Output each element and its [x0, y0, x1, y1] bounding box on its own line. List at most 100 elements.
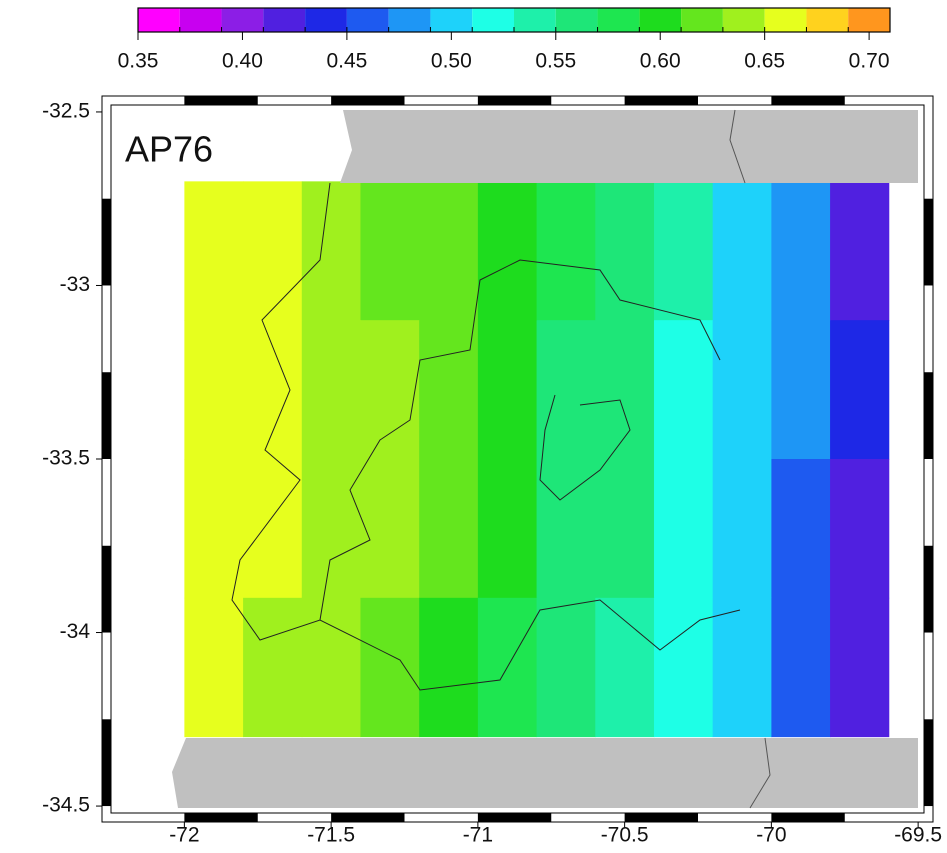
- field-cell: [301, 597, 361, 738]
- border-north: [729, 109, 746, 184]
- field-cell: [830, 459, 890, 599]
- field-cell: [595, 181, 655, 321]
- field-cell: [360, 320, 420, 460]
- colorbar-tick-label: 0.55: [535, 50, 576, 73]
- frame-segment: [477, 813, 552, 822]
- frame-segment: [102, 545, 111, 633]
- colorbar-tick-label: 0.50: [431, 50, 472, 73]
- field-cell: [243, 181, 303, 321]
- colorbar-segment: [597, 8, 640, 32]
- frame-segment: [102, 372, 111, 459]
- border-south: [749, 737, 771, 809]
- field-cell: [477, 181, 538, 321]
- colorbar-segment: [639, 8, 682, 32]
- y-tick-label: -34.5: [42, 794, 90, 817]
- colorbar-border: [137, 7, 891, 33]
- field-cell: [712, 181, 772, 321]
- field-cell: [419, 181, 479, 321]
- colorbar-tick-label: 0.70: [849, 50, 890, 73]
- field-cell: [536, 597, 596, 738]
- colorbar-segment: [681, 8, 723, 32]
- field-cell: [301, 320, 361, 460]
- frame-layer: [101, 95, 934, 823]
- region-boundary: [319, 259, 721, 621]
- field-cell: [360, 181, 420, 321]
- x-tick-label: -69.5: [894, 824, 942, 847]
- city-outline: [539, 394, 631, 501]
- field-cell: [830, 597, 890, 738]
- field-cell: [653, 320, 714, 460]
- colorbar-segment: [848, 8, 890, 32]
- colorbar-tick-label: 0.40: [222, 50, 263, 73]
- field-cell: [771, 320, 831, 460]
- frame-segment: [184, 96, 258, 105]
- frame-segment: [624, 96, 699, 105]
- frame-segment: [924, 198, 933, 286]
- colorbar-tick-label: 0.65: [744, 50, 785, 73]
- field-cell: [536, 181, 596, 321]
- field-cell: [771, 597, 831, 738]
- field-cell: [301, 181, 361, 321]
- colorbar-segment: [555, 8, 598, 32]
- field-cell: [712, 597, 772, 738]
- field-cell: [184, 181, 244, 321]
- field-cell: [595, 597, 655, 738]
- x-tick-label: -70: [756, 824, 786, 847]
- y-tick-label: -33.5: [42, 447, 90, 470]
- field-cell: [653, 181, 714, 321]
- region-boundary: [231, 182, 741, 691]
- land-north: [340, 110, 918, 183]
- frame-segment: [477, 96, 552, 105]
- field-cell: [243, 597, 303, 738]
- field-cell: [360, 459, 420, 599]
- y-tick-label: -34: [60, 620, 91, 643]
- field-cell: [477, 320, 538, 460]
- colorbar-tick-label: 0.35: [118, 50, 159, 73]
- colorbar-tick-label: 0.45: [326, 50, 367, 73]
- field-cell: [653, 597, 714, 738]
- colorbar-segment: [221, 8, 264, 32]
- frame-segment: [102, 198, 111, 286]
- x-tick-label: -71.5: [307, 824, 355, 847]
- y-tick-label: -33: [60, 273, 90, 296]
- y-tick-label: -32.5: [42, 99, 90, 122]
- x-tick-label: -71: [463, 824, 493, 847]
- colorbar-segment: [263, 8, 306, 32]
- field-cell: [243, 459, 303, 599]
- field-cell: [184, 459, 244, 599]
- colorbar-segment: [305, 8, 347, 32]
- field-cell: [712, 459, 772, 599]
- frame-segment: [771, 813, 845, 822]
- frame-segment: [102, 719, 111, 807]
- field-cell: [419, 320, 479, 460]
- field-cell: [301, 459, 361, 599]
- colorbar-segment: [722, 8, 765, 32]
- field-cell: [830, 320, 890, 460]
- frame-segment: [771, 96, 845, 105]
- field-cell: [184, 597, 244, 738]
- field-cell: [653, 459, 714, 599]
- field-cell: [771, 459, 831, 599]
- field-cell: [771, 181, 831, 321]
- colorbar-segment: [388, 8, 431, 32]
- colorbar-tick-label: 0.60: [640, 50, 681, 73]
- colorbar-segment: [138, 8, 180, 32]
- field-cell: [712, 320, 772, 460]
- frame-segment: [624, 813, 699, 822]
- field-cell: [184, 320, 244, 460]
- field-cell: [536, 320, 596, 460]
- frame-segment: [924, 372, 933, 459]
- frame-segment: [331, 96, 405, 105]
- frame-segment: [924, 545, 933, 633]
- colorbar-segment: [179, 8, 222, 32]
- field-cell: [536, 459, 596, 599]
- x-tick-label: -72: [169, 824, 199, 847]
- field-cell: [243, 320, 303, 460]
- field-cell: [595, 459, 655, 599]
- field-cell: [830, 181, 890, 321]
- field-cell: [477, 459, 538, 599]
- field-cell: [419, 459, 479, 599]
- colorbar-segment: [430, 8, 473, 32]
- frame-segment: [184, 813, 258, 822]
